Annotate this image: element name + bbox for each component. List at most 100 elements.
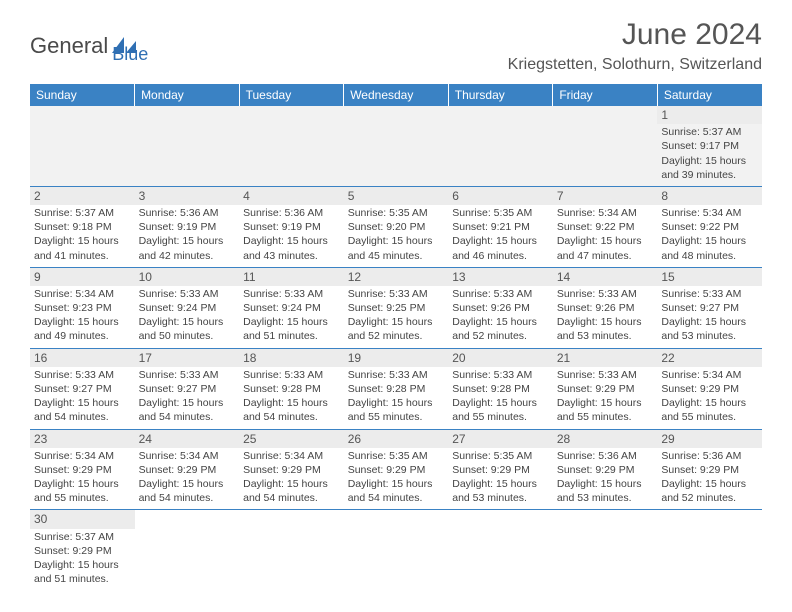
sunrise-text: Sunrise: 5:34 AM xyxy=(139,449,236,463)
daylight-text: Daylight: 15 hours and 43 minutes. xyxy=(243,234,340,262)
daylight-text: Daylight: 15 hours and 54 minutes. xyxy=(139,396,236,424)
calendar-cell: 5Sunrise: 5:35 AMSunset: 9:20 PMDaylight… xyxy=(344,186,449,267)
day-number: 8 xyxy=(657,187,762,205)
day-number: 12 xyxy=(344,268,449,286)
sunrise-text: Sunrise: 5:33 AM xyxy=(139,287,236,301)
daylight-text: Daylight: 15 hours and 54 minutes. xyxy=(34,396,131,424)
sunset-text: Sunset: 9:29 PM xyxy=(557,463,654,477)
sunrise-text: Sunrise: 5:33 AM xyxy=(348,368,445,382)
calendar-cell: 17Sunrise: 5:33 AMSunset: 9:27 PMDayligh… xyxy=(135,348,240,429)
sunset-text: Sunset: 9:23 PM xyxy=(34,301,131,315)
sunrise-text: Sunrise: 5:35 AM xyxy=(452,206,549,220)
day-number: 17 xyxy=(135,349,240,367)
sunrise-text: Sunrise: 5:35 AM xyxy=(452,449,549,463)
sunset-text: Sunset: 9:24 PM xyxy=(243,301,340,315)
calendar-cell xyxy=(657,510,762,590)
sunrise-text: Sunrise: 5:37 AM xyxy=(661,125,758,139)
calendar-week-row: 1Sunrise: 5:37 AMSunset: 9:17 PMDaylight… xyxy=(30,106,762,186)
calendar-cell: 28Sunrise: 5:36 AMSunset: 9:29 PMDayligh… xyxy=(553,429,658,510)
sunrise-text: Sunrise: 5:36 AM xyxy=(557,449,654,463)
calendar-body: 1Sunrise: 5:37 AMSunset: 9:17 PMDaylight… xyxy=(30,106,762,590)
sunset-text: Sunset: 9:27 PM xyxy=(34,382,131,396)
sunrise-text: Sunrise: 5:34 AM xyxy=(661,206,758,220)
sunset-text: Sunset: 9:27 PM xyxy=(139,382,236,396)
sunrise-text: Sunrise: 5:34 AM xyxy=(557,206,654,220)
daylight-text: Daylight: 15 hours and 45 minutes. xyxy=(348,234,445,262)
calendar-cell: 24Sunrise: 5:34 AMSunset: 9:29 PMDayligh… xyxy=(135,429,240,510)
calendar-cell: 2Sunrise: 5:37 AMSunset: 9:18 PMDaylight… xyxy=(30,186,135,267)
daylight-text: Daylight: 15 hours and 54 minutes. xyxy=(243,477,340,505)
sunrise-text: Sunrise: 5:36 AM xyxy=(661,449,758,463)
logo: General Blue xyxy=(30,26,148,65)
sunset-text: Sunset: 9:29 PM xyxy=(348,463,445,477)
sunrise-text: Sunrise: 5:33 AM xyxy=(452,368,549,382)
calendar-cell: 6Sunrise: 5:35 AMSunset: 9:21 PMDaylight… xyxy=(448,186,553,267)
calendar-cell xyxy=(448,510,553,590)
daylight-text: Daylight: 15 hours and 55 minutes. xyxy=(452,396,549,424)
day-number: 3 xyxy=(135,187,240,205)
sunset-text: Sunset: 9:19 PM xyxy=(139,220,236,234)
daylight-text: Daylight: 15 hours and 53 minutes. xyxy=(452,477,549,505)
calendar-cell xyxy=(344,510,449,590)
sunset-text: Sunset: 9:28 PM xyxy=(348,382,445,396)
title-block: June 2024 Kriegstetten, Solothurn, Switz… xyxy=(508,18,762,74)
day-number: 27 xyxy=(448,430,553,448)
daylight-text: Daylight: 15 hours and 51 minutes. xyxy=(34,558,131,586)
calendar-week-row: 16Sunrise: 5:33 AMSunset: 9:27 PMDayligh… xyxy=(30,348,762,429)
daylight-text: Daylight: 15 hours and 47 minutes. xyxy=(557,234,654,262)
daylight-text: Daylight: 15 hours and 53 minutes. xyxy=(661,315,758,343)
calendar-cell: 3Sunrise: 5:36 AMSunset: 9:19 PMDaylight… xyxy=(135,186,240,267)
calendar-cell xyxy=(553,106,658,186)
sunset-text: Sunset: 9:26 PM xyxy=(557,301,654,315)
calendar-cell: 11Sunrise: 5:33 AMSunset: 9:24 PMDayligh… xyxy=(239,267,344,348)
daylight-text: Daylight: 15 hours and 54 minutes. xyxy=(348,477,445,505)
calendar-cell: 29Sunrise: 5:36 AMSunset: 9:29 PMDayligh… xyxy=(657,429,762,510)
sunset-text: Sunset: 9:21 PM xyxy=(452,220,549,234)
sunrise-text: Sunrise: 5:34 AM xyxy=(661,368,758,382)
daylight-text: Daylight: 15 hours and 51 minutes. xyxy=(243,315,340,343)
daylight-text: Daylight: 15 hours and 42 minutes. xyxy=(139,234,236,262)
calendar-cell xyxy=(239,510,344,590)
sunrise-text: Sunrise: 5:37 AM xyxy=(34,206,131,220)
calendar-cell: 13Sunrise: 5:33 AMSunset: 9:26 PMDayligh… xyxy=(448,267,553,348)
calendar-cell: 7Sunrise: 5:34 AMSunset: 9:22 PMDaylight… xyxy=(553,186,658,267)
sunrise-text: Sunrise: 5:33 AM xyxy=(243,287,340,301)
daylight-text: Daylight: 15 hours and 54 minutes. xyxy=(243,396,340,424)
calendar-week-row: 9Sunrise: 5:34 AMSunset: 9:23 PMDaylight… xyxy=(30,267,762,348)
sunset-text: Sunset: 9:29 PM xyxy=(34,544,131,558)
sunset-text: Sunset: 9:29 PM xyxy=(661,382,758,396)
sunset-text: Sunset: 9:20 PM xyxy=(348,220,445,234)
day-number: 30 xyxy=(30,510,135,528)
day-number: 16 xyxy=(30,349,135,367)
daylight-text: Daylight: 15 hours and 55 minutes. xyxy=(557,396,654,424)
daylight-text: Daylight: 15 hours and 52 minutes. xyxy=(452,315,549,343)
sunrise-text: Sunrise: 5:34 AM xyxy=(34,287,131,301)
sunrise-text: Sunrise: 5:33 AM xyxy=(348,287,445,301)
calendar-week-row: 30Sunrise: 5:37 AMSunset: 9:29 PMDayligh… xyxy=(30,510,762,590)
daylight-text: Daylight: 15 hours and 41 minutes. xyxy=(34,234,131,262)
day-number: 19 xyxy=(344,349,449,367)
sunrise-text: Sunrise: 5:33 AM xyxy=(34,368,131,382)
day-number: 14 xyxy=(553,268,658,286)
day-number: 2 xyxy=(30,187,135,205)
sunset-text: Sunset: 9:29 PM xyxy=(557,382,654,396)
day-number: 15 xyxy=(657,268,762,286)
day-number: 22 xyxy=(657,349,762,367)
weekday-header: Sunday xyxy=(30,84,135,106)
sunset-text: Sunset: 9:18 PM xyxy=(34,220,131,234)
calendar-cell: 27Sunrise: 5:35 AMSunset: 9:29 PMDayligh… xyxy=(448,429,553,510)
weekday-header: Saturday xyxy=(657,84,762,106)
calendar-week-row: 23Sunrise: 5:34 AMSunset: 9:29 PMDayligh… xyxy=(30,429,762,510)
calendar-cell: 30Sunrise: 5:37 AMSunset: 9:29 PMDayligh… xyxy=(30,510,135,590)
daylight-text: Daylight: 15 hours and 52 minutes. xyxy=(661,477,758,505)
sunset-text: Sunset: 9:27 PM xyxy=(661,301,758,315)
sunset-text: Sunset: 9:28 PM xyxy=(243,382,340,396)
logo-text-blue: Blue xyxy=(112,44,148,65)
daylight-text: Daylight: 15 hours and 46 minutes. xyxy=(452,234,549,262)
sunrise-text: Sunrise: 5:34 AM xyxy=(243,449,340,463)
day-number: 6 xyxy=(448,187,553,205)
calendar-cell: 21Sunrise: 5:33 AMSunset: 9:29 PMDayligh… xyxy=(553,348,658,429)
daylight-text: Daylight: 15 hours and 54 minutes. xyxy=(139,477,236,505)
sunset-text: Sunset: 9:19 PM xyxy=(243,220,340,234)
calendar-cell xyxy=(553,510,658,590)
